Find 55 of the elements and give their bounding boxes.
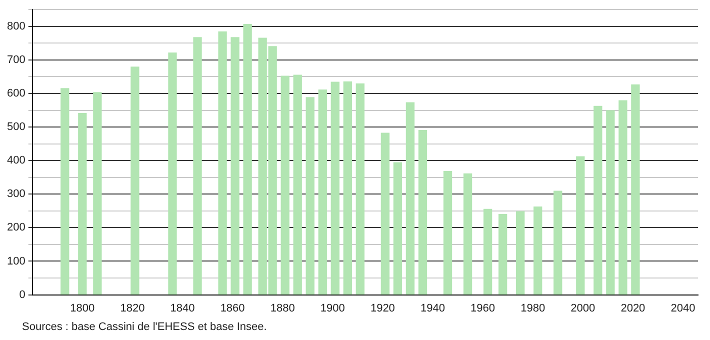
x-tick-label: 1820 [120, 302, 145, 314]
bar [168, 52, 177, 295]
bar [78, 112, 87, 295]
bar [463, 173, 472, 295]
bar [306, 97, 314, 295]
y-tick-label: 400 [6, 154, 26, 167]
bar [393, 162, 402, 295]
bar [60, 88, 70, 295]
x-tick-label: 2020 [620, 302, 646, 314]
bar [418, 130, 428, 295]
y-tick-label: 500 [6, 121, 26, 134]
x-tick-label: 1840 [170, 302, 195, 314]
bar [443, 170, 452, 295]
x-tick-label: 1900 [320, 302, 345, 314]
bar [406, 102, 415, 295]
y-tick-label: 200 [6, 222, 26, 234]
bar [498, 214, 508, 295]
bar [293, 74, 302, 295]
bar [631, 84, 640, 295]
bar [280, 76, 290, 295]
y-tick-label: 600 [6, 88, 26, 100]
bar [618, 100, 628, 295]
bar [230, 37, 240, 295]
bar [606, 110, 615, 295]
x-tick-label: 1880 [270, 302, 295, 314]
bar [554, 190, 562, 295]
x-tick-label: 1860 [220, 302, 245, 314]
bar [343, 81, 352, 295]
x-tick-label: 1800 [70, 302, 95, 314]
y-tick-label: 300 [6, 188, 26, 200]
x-tick-label: 1980 [520, 302, 546, 314]
bar [193, 37, 202, 295]
bar [93, 92, 102, 295]
bar [576, 156, 585, 295]
bar [356, 83, 364, 295]
bar [594, 106, 602, 295]
bar [483, 208, 492, 295]
x-tick-label: 2040 [670, 302, 696, 314]
bar [330, 82, 340, 295]
y-tick-label: 800 [6, 20, 26, 32]
bar [380, 132, 390, 295]
y-tick-label: 700 [6, 54, 26, 66]
y-tick-label: 100 [6, 255, 26, 268]
y-tick-label: 0 [19, 288, 26, 301]
bar [243, 24, 252, 295]
x-tick-label: 1960 [470, 302, 496, 314]
bar [130, 66, 140, 295]
bar [318, 89, 327, 295]
x-tick-label: 1940 [420, 302, 445, 314]
x-tick-label: 2000 [570, 302, 596, 314]
bar [516, 211, 525, 295]
x-tick-label: 1920 [370, 302, 395, 314]
bar [534, 206, 542, 295]
bar [218, 31, 227, 295]
source-note: Sources : base Cassini de l'EHESS et base Insee. [22, 321, 267, 333]
